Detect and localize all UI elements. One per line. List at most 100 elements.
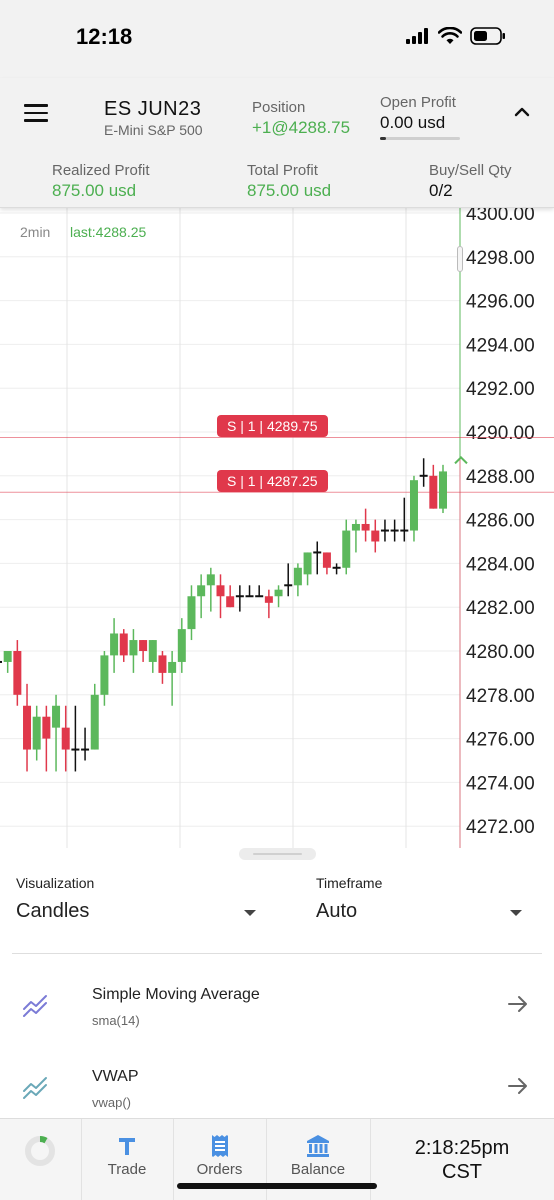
panel-drag-handle[interactable] bbox=[239, 848, 316, 860]
candle-body bbox=[13, 651, 22, 695]
caret-down-icon bbox=[510, 910, 522, 916]
arrow-right-icon[interactable] bbox=[506, 1074, 530, 1098]
candle-body bbox=[90, 694, 99, 750]
timeframe-value: Auto bbox=[316, 900, 358, 922]
instrument-header: ES JUN23 E-Mini S&P 500 Position +1@4288… bbox=[0, 78, 554, 208]
y-tick-label: 4294.00 bbox=[466, 335, 535, 356]
candle-body bbox=[429, 475, 438, 509]
nav-separator bbox=[81, 1119, 82, 1200]
candle-body bbox=[371, 530, 380, 542]
candle-body bbox=[139, 640, 148, 651]
y-tick-label: 4286.00 bbox=[466, 511, 535, 532]
realized-profit-label: Realized Profit bbox=[52, 162, 150, 179]
realized-profit-value: 875.00 usd bbox=[52, 181, 137, 200]
y-tick-label: 4298.00 bbox=[466, 248, 535, 269]
candle-body bbox=[216, 585, 225, 597]
sell-order-tag[interactable]: S | 1 | 4287.25 bbox=[217, 470, 328, 493]
total-profit-label: Total Profit bbox=[247, 162, 318, 179]
indicator-title: Simple Moving Average bbox=[92, 986, 260, 1003]
candle-body bbox=[303, 552, 312, 575]
candle-body bbox=[52, 705, 61, 728]
y-tick-label: 4290.00 bbox=[466, 423, 535, 444]
indicator-row-sma[interactable]: Simple Moving Average sma(14) bbox=[0, 980, 554, 1050]
y-tick-label: 4282.00 bbox=[466, 598, 535, 619]
position-chevron bbox=[454, 455, 468, 465]
open-profit-label: Open Profit bbox=[380, 94, 456, 111]
visualization-value: Candles bbox=[16, 900, 90, 922]
chart-settings-panel: Visualization Candles Timeframe Auto Sim… bbox=[0, 860, 554, 1118]
timeframe-label: Timeframe bbox=[316, 875, 383, 891]
candle-body bbox=[264, 596, 273, 603]
candle-body bbox=[100, 655, 109, 695]
indicator-title: VWAP bbox=[92, 1068, 139, 1085]
home-indicator[interactable] bbox=[177, 1183, 377, 1189]
nav-separator bbox=[370, 1119, 371, 1200]
candle-body bbox=[119, 633, 128, 656]
wifi-icon bbox=[438, 27, 462, 44]
y-tick-label: 4276.00 bbox=[466, 730, 535, 751]
buy-sell-qty-value: 0/2 bbox=[429, 181, 453, 200]
candle-body bbox=[23, 705, 32, 750]
loading-spinner-icon bbox=[25, 1135, 55, 1166]
last-price-label: last:4288.25 bbox=[70, 224, 147, 240]
candle-body bbox=[177, 629, 186, 662]
nav-trade-label: Trade bbox=[107, 1161, 147, 1178]
candle-body bbox=[293, 567, 302, 586]
candle-body bbox=[129, 640, 138, 656]
trade-t-icon bbox=[119, 1138, 135, 1155]
price-chart[interactable]: 4300.00 4298.00 4296.00 4294.00 4292.00 4290.… bbox=[0, 208, 554, 848]
clock-time: 2:18:25pm bbox=[414, 1137, 510, 1159]
position-value: +1@4288.75 bbox=[252, 118, 351, 137]
candle-body bbox=[206, 574, 215, 586]
status-time: 12:18 bbox=[76, 24, 133, 49]
candle-body bbox=[187, 596, 196, 630]
indicator-row-vwap[interactable]: VWAP vwap() bbox=[0, 1062, 554, 1132]
y-tick-label: 4274.00 bbox=[466, 773, 535, 794]
chevron-up-icon[interactable] bbox=[512, 102, 532, 122]
candle-body bbox=[197, 585, 206, 597]
candle-body bbox=[361, 523, 370, 531]
nav-separator bbox=[266, 1119, 267, 1200]
candle-body bbox=[3, 651, 12, 662]
candle-body bbox=[61, 727, 70, 750]
y-tick-label: 4284.00 bbox=[466, 554, 535, 575]
candle-body bbox=[342, 530, 351, 568]
indicator-subtitle: vwap() bbox=[92, 1095, 132, 1110]
position-label: Position bbox=[252, 99, 306, 116]
nav-trade[interactable]: Trade bbox=[81, 1119, 173, 1200]
candle-body bbox=[110, 633, 119, 656]
trend-lines-icon bbox=[23, 995, 47, 1017]
visualization-label: Visualization bbox=[16, 875, 95, 891]
candle-body bbox=[168, 661, 177, 673]
candle-body bbox=[351, 523, 360, 531]
candle-body bbox=[409, 480, 418, 531]
arrow-right-icon[interactable] bbox=[506, 992, 530, 1016]
y-tick-label: 4272.00 bbox=[466, 817, 535, 838]
open-profit-value: 0.00 usd bbox=[380, 113, 446, 132]
candle-body bbox=[226, 596, 235, 608]
candle-body bbox=[274, 589, 283, 597]
candle-body bbox=[439, 471, 447, 509]
y-tick-label: 4292.00 bbox=[466, 379, 535, 400]
y-tick-label: 4280.00 bbox=[466, 642, 535, 663]
visualization-select[interactable]: Candles bbox=[16, 900, 256, 930]
indicator-subtitle: sma(14) bbox=[92, 1013, 140, 1028]
y-tick-label: 4296.00 bbox=[466, 292, 535, 313]
symbol-title[interactable]: ES JUN23 bbox=[104, 98, 202, 120]
y-tick-label: 4300.00 bbox=[466, 208, 535, 225]
chart-scroll-handle[interactable] bbox=[457, 246, 463, 272]
buy-sell-qty-label: Buy/Sell Qty bbox=[429, 162, 512, 179]
nav-orders[interactable]: Orders bbox=[173, 1119, 266, 1200]
menu-icon[interactable] bbox=[24, 104, 48, 122]
caret-down-icon bbox=[244, 910, 256, 916]
clock-timezone: CST bbox=[442, 1161, 482, 1183]
sell-order-tag[interactable]: S | 1 | 4289.75 bbox=[217, 415, 328, 438]
candle-body bbox=[148, 640, 157, 662]
candle-body bbox=[42, 716, 51, 739]
timeframe-select[interactable]: Auto bbox=[316, 900, 522, 930]
symbol-description: E-Mini S&P 500 bbox=[104, 122, 203, 138]
candle-body bbox=[158, 655, 167, 673]
candlestick-chart-svg[interactable]: 4300.00 4298.00 4296.00 4294.00 4292.00 4290.… bbox=[0, 208, 554, 848]
nav-balance[interactable]: Balance bbox=[266, 1119, 370, 1200]
y-tick-label: 4278.00 bbox=[466, 686, 535, 707]
